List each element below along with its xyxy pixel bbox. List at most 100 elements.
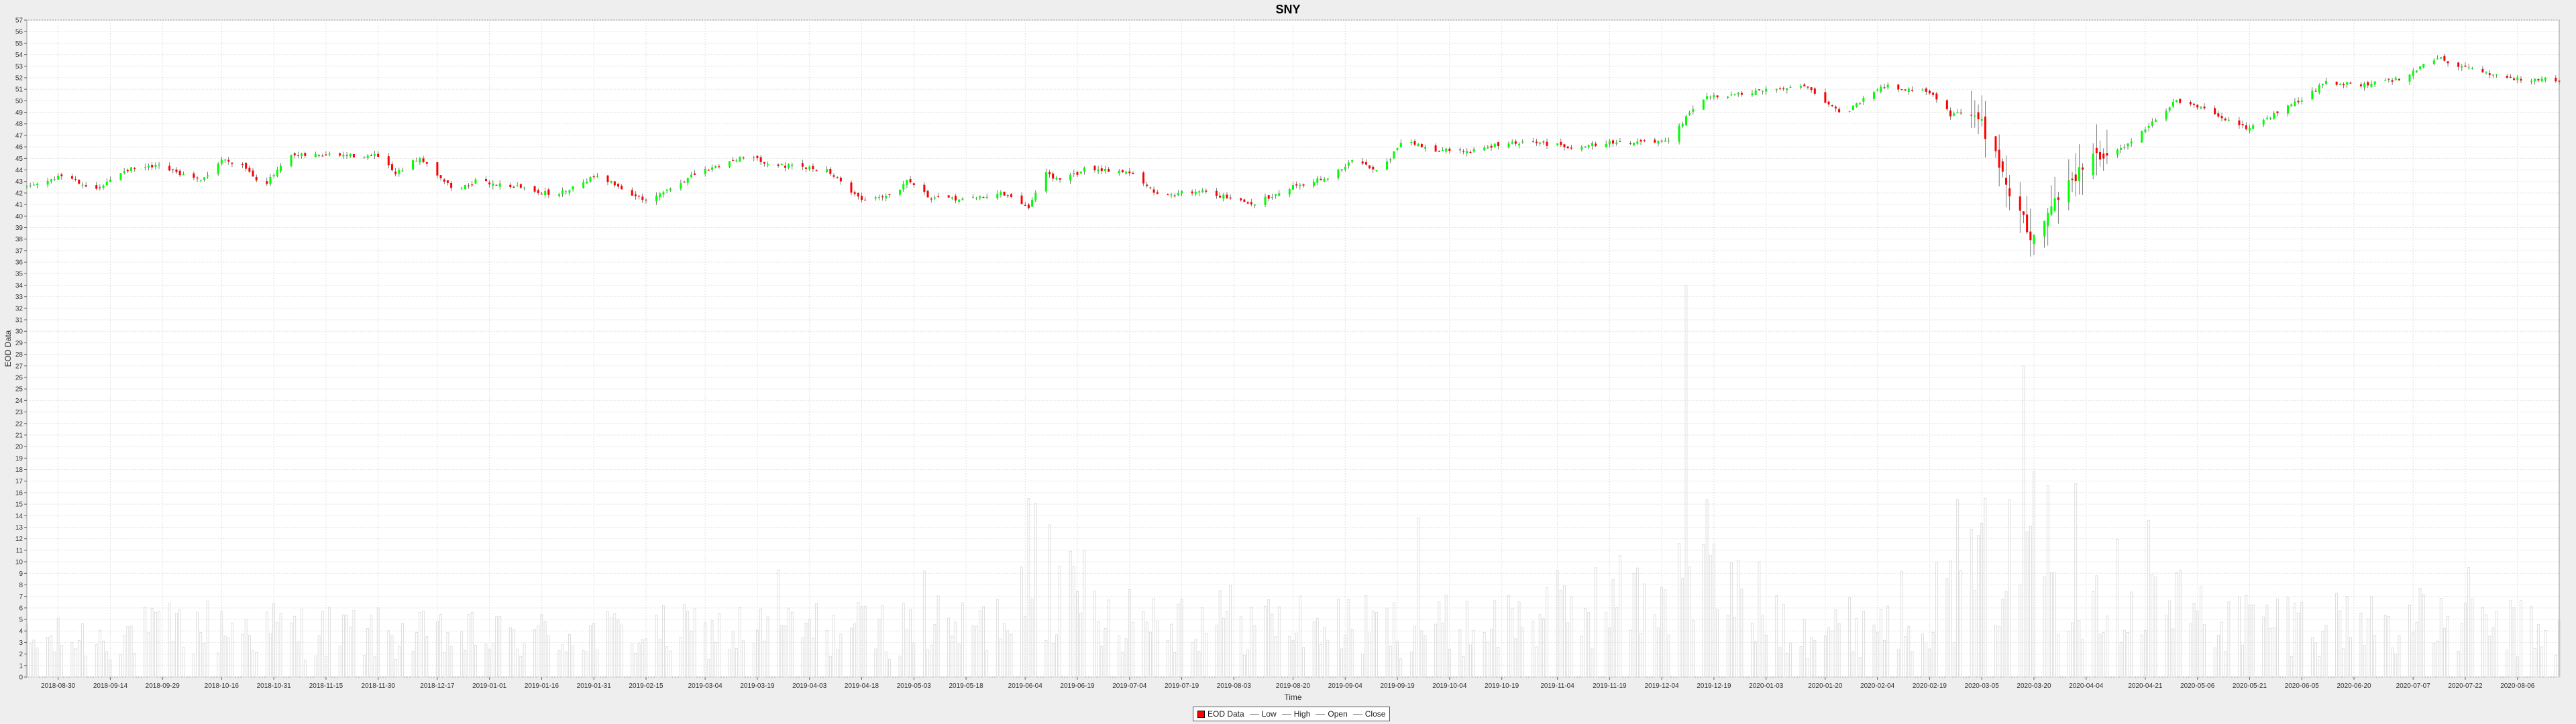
volume-bar	[1253, 625, 1256, 678]
volume-bar	[1945, 578, 1949, 678]
volume-bar	[1605, 612, 1608, 678]
volume-bar	[46, 637, 50, 678]
candle-body	[1044, 172, 1047, 192]
volume-bar	[1316, 617, 1319, 678]
candle-body	[1994, 136, 1997, 152]
volume-bar	[1444, 594, 1448, 678]
candle-body	[780, 164, 783, 166]
candle-body	[1104, 168, 1106, 171]
volume-bar	[1347, 599, 1350, 678]
candle-body	[2165, 111, 2167, 120]
candle-body	[1831, 105, 1833, 107]
volume-bar	[2554, 654, 2557, 678]
candle-body	[474, 179, 477, 184]
candle-body	[694, 173, 696, 175]
volume-bar	[2383, 615, 2387, 678]
volume-bar	[616, 619, 620, 678]
candle-body	[498, 183, 501, 187]
volume-bar	[2297, 613, 2300, 678]
volume-bar	[1681, 577, 1684, 678]
x-tick-label: 2020-04-21	[2128, 682, 2163, 690]
candle-body	[961, 198, 964, 200]
candle-body	[339, 153, 341, 156]
candle-body	[1438, 151, 1440, 152]
volume-bar	[1807, 658, 1809, 678]
volume-bar	[2019, 585, 2022, 678]
volume-bar	[1702, 544, 1705, 678]
x-tick-label: 2020-08-06	[2500, 682, 2535, 690]
volume-bar	[2262, 616, 2265, 678]
volume-bar	[2391, 648, 2394, 678]
volume-bar	[1222, 617, 1225, 678]
candle-body	[1789, 86, 1792, 88]
candle-body	[791, 164, 794, 166]
candle-body	[1142, 172, 1145, 184]
volume-bar	[1580, 636, 1583, 678]
candle-body	[2043, 221, 2046, 237]
candle-body	[2325, 80, 2328, 84]
candle-body	[301, 154, 303, 156]
volume-bar	[2491, 627, 2495, 678]
volume-bar	[2310, 637, 2314, 678]
candle-body	[1197, 191, 1200, 193]
volume-bar	[244, 619, 248, 678]
x-tick-label: 2020-01-03	[1749, 682, 1784, 690]
volume-bar	[1858, 657, 1862, 678]
candle-body	[182, 174, 184, 176]
candle-body	[1556, 143, 1559, 145]
volume-bar	[804, 622, 808, 678]
candle-body	[2294, 101, 2296, 106]
candle-body	[833, 175, 835, 177]
volume-bar	[961, 602, 964, 678]
volume-bar	[1848, 597, 1851, 678]
volume-bar	[2178, 569, 2182, 678]
volume-bar	[467, 614, 470, 678]
candle-body	[207, 175, 209, 177]
candle-body	[325, 154, 327, 156]
candle-body	[1222, 194, 1225, 199]
volume-bar	[77, 640, 80, 678]
candle-body	[2300, 100, 2303, 102]
candle-body	[2558, 80, 2561, 82]
volume-bar	[2533, 648, 2536, 678]
candle-body	[1417, 143, 1419, 146]
volume-bar	[1350, 629, 1354, 678]
volume-bar	[898, 656, 902, 678]
volume-bar	[2290, 656, 2293, 678]
x-tick-label: 2020-07-07	[2396, 682, 2431, 690]
candle-body	[81, 184, 84, 186]
y-tick-label: 46	[15, 144, 23, 152]
volume-bar	[787, 607, 790, 678]
candle-body	[1876, 90, 1879, 91]
candle-body	[735, 160, 738, 162]
volume-bar	[203, 642, 206, 678]
volume-bar	[2506, 649, 2509, 678]
candle-body	[2506, 76, 2508, 78]
y-tick-label: 45	[15, 156, 23, 163]
volume-bar	[2460, 623, 2463, 678]
volume-bar	[1782, 603, 1785, 678]
candle-body	[2349, 82, 2352, 84]
volume-bar	[373, 656, 376, 678]
candle-body	[2053, 198, 2056, 211]
candle-body	[1684, 116, 1687, 125]
volume-bar	[513, 629, 515, 678]
volume-bar	[150, 608, 154, 678]
candle-body	[2370, 83, 2373, 87]
candle-body	[1076, 172, 1079, 175]
volume-bar	[2286, 597, 2290, 678]
candle-body	[293, 153, 296, 156]
volume-bar	[2544, 630, 2547, 678]
volume-bar	[363, 655, 366, 678]
x-tick-label: 2019-10-04	[1432, 682, 1467, 690]
candle-body	[2432, 60, 2435, 64]
volume-bar	[2335, 593, 2339, 678]
candle-body	[2367, 82, 2369, 86]
volume-bar	[1497, 647, 1500, 678]
volume-bar	[780, 625, 784, 678]
volume-bar	[2092, 591, 2095, 678]
candle-body	[1900, 89, 1903, 90]
volume-bar	[1956, 499, 1959, 678]
volume-bar	[279, 613, 282, 678]
candle-body	[2520, 78, 2522, 81]
